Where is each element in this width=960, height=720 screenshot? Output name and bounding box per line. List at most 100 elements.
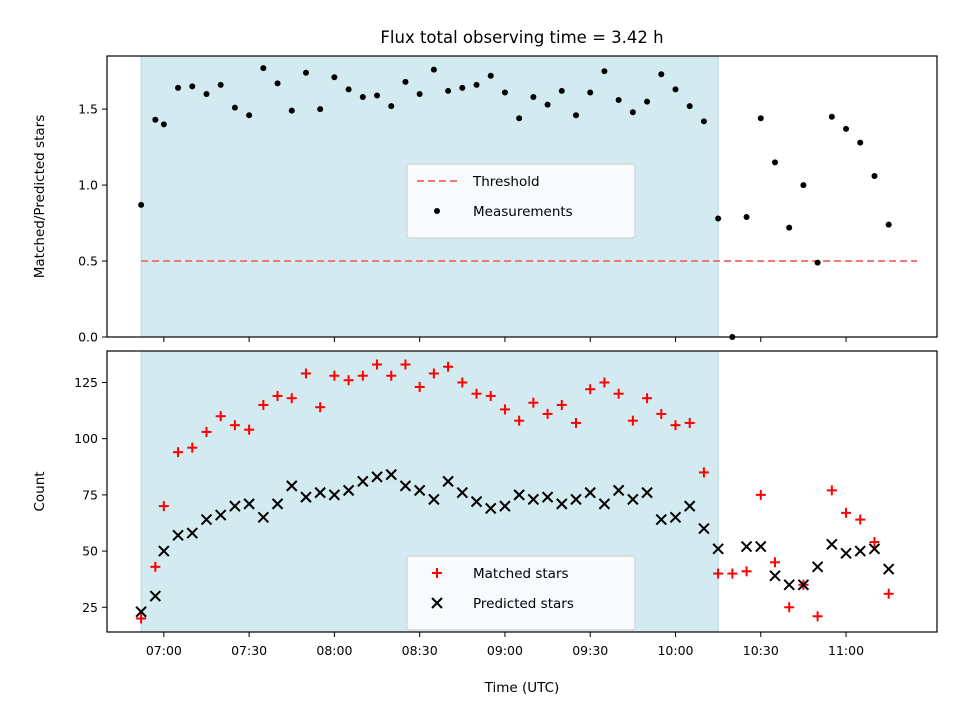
point-0-13 [317,106,324,113]
point-0-41 [713,568,724,579]
plot-frame [106,55,938,338]
point-1-51-b [868,543,881,555]
point-0-41 [715,215,722,222]
point-1-19 [399,480,412,492]
point-0-25 [485,390,496,401]
y-tick-label: 0.0 [78,330,98,345]
point-1-23-b [456,486,469,499]
point-0-31 [571,417,582,428]
point-1-46 [797,579,810,591]
point-1-48 [826,538,838,551]
x-tick-label: 10:30 [743,643,779,658]
point-0-6 [215,411,226,422]
point-1-49-b [840,547,852,560]
point-1-45-b [783,579,795,591]
point-0-21 [430,66,437,73]
point-1-10 [271,498,284,510]
point-1-6 [214,509,227,521]
point-0-43 [743,214,750,221]
point-0-10 [274,80,281,87]
point-0-31 [573,112,580,119]
point-1-15-b [342,484,355,497]
point-0-37 [658,71,665,78]
legend: Matched stars Predicted stars [406,555,636,631]
point-0-50 [843,125,850,132]
point-0-37 [656,408,667,419]
point-0-7 [229,420,240,431]
y-tick-label: 1.5 [78,102,98,117]
point-1-42-b [740,540,753,553]
point-1-5 [200,513,213,526]
point-0-2 [160,121,167,128]
point-0-1 [150,561,161,572]
point-1-41-b [712,543,724,555]
point-0-17 [372,359,383,370]
point-0-36 [642,393,653,404]
point-0-4 [189,83,196,90]
point-0-21 [428,368,439,379]
point-0-49 [828,113,835,120]
point-0-34 [615,97,622,104]
legend-swatch-1-b [431,597,443,609]
point-1-43-b [755,540,767,553]
x-tick-label: 08:00 [316,643,352,658]
y-tick-label: 125 [74,375,98,390]
count-panel: 25 50 75 100 125 07:00 07:30 08:00 08:30 09:00 09:… [32,350,938,658]
point-1-18-b [385,468,397,481]
point-0-29 [544,101,551,108]
point-1-52 [882,563,895,575]
point-1-25 [485,502,497,515]
point-1-12-b [300,491,312,503]
point-1-32-b [584,486,596,499]
point-1-33 [598,498,611,510]
legend-swatch-1 [434,208,440,214]
point-0-0 [136,613,147,624]
point-1-17 [371,471,383,483]
point-1-21 [428,493,440,506]
point-0-2 [158,501,169,512]
point-1-15 [342,484,355,497]
point-0-9 [260,65,267,72]
point-1-3 [172,529,184,542]
point-1-1 [149,590,162,602]
point-0-48 [814,259,821,266]
x-tick-label: 07:00 [146,643,182,658]
point-1-28-b [527,493,540,506]
point-0-28 [528,397,539,408]
point-1-6-b [214,509,227,521]
point-0-52 [869,537,880,548]
point-0-9 [258,399,269,410]
point-1-29 [541,491,554,503]
point-1-0 [135,606,147,618]
point-0-14 [331,74,338,81]
point-1-5-b [200,513,213,526]
x-tick-label: 11:00 [828,643,864,658]
point-0-44 [755,489,766,500]
point-0-7 [231,104,238,111]
legend-label: Predicted stars [473,596,574,612]
point-1-27 [513,489,525,501]
point-1-14-b [328,489,341,501]
point-1-7 [229,500,241,512]
point-0-53 [883,588,894,599]
point-0-33 [599,377,610,388]
point-0-8 [244,424,255,435]
series-matched-stars [136,359,894,624]
point-1-2 [158,545,170,557]
point-1-46-b [797,579,810,591]
point-1-39 [683,500,696,512]
legend-box [406,555,636,631]
point-1-35 [627,493,639,506]
point-0-36 [644,98,651,105]
point-1-26 [499,500,511,512]
point-1-35-b [627,493,639,506]
point-1-30 [556,498,568,510]
x-tick-label: 08:30 [402,643,438,658]
point-0-17 [374,92,381,99]
point-0-3 [175,84,182,91]
point-1-2-b [158,545,170,557]
point-0-50 [841,507,852,518]
point-1-47 [811,561,824,573]
y-axis-label: Count [32,471,48,511]
